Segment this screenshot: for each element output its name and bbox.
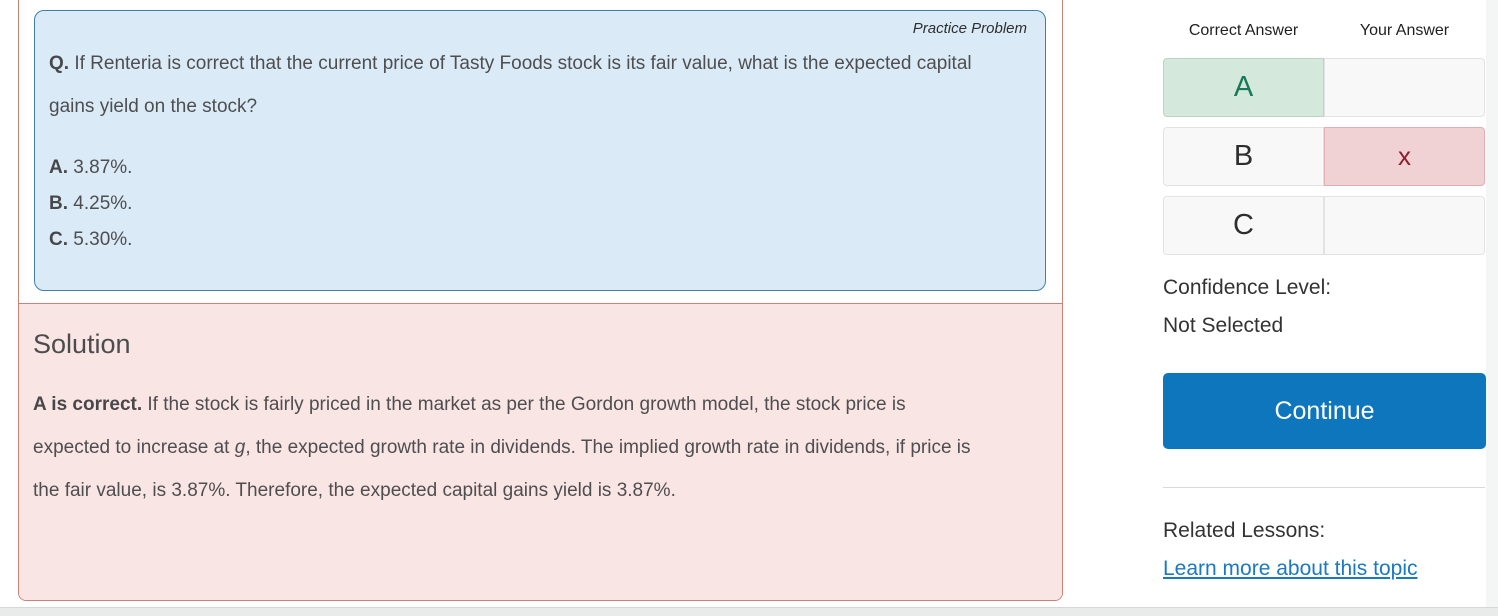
your-answer-cell-a (1324, 58, 1485, 117)
correct-answer-cell-b: B (1163, 127, 1324, 186)
section-divider (1163, 487, 1485, 488)
answer-review-panel: Correct Answer Your Answer A B x C Confi… (1163, 20, 1486, 583)
correct-answer-cell-c: C (1163, 196, 1324, 255)
page-bottom-bar (0, 607, 1498, 616)
answer-grid: A B x C (1163, 58, 1485, 255)
option-b-text: 4.25%. (68, 193, 133, 214)
continue-button[interactable]: Continue (1163, 373, 1486, 449)
solution-body-1: If the stock is fairly priced in the mar… (33, 394, 906, 458)
confidence-level-value: Not Selected (1163, 314, 1284, 337)
confidence-level-label: Confidence Level: (1163, 276, 1332, 299)
option-a-letter: A. (49, 157, 68, 178)
answer-row-b: B x (1163, 127, 1485, 186)
solution-lead: A is correct. (33, 394, 143, 415)
correct-answer-cell-a: A (1163, 58, 1324, 117)
your-answer-cell-b: x (1324, 127, 1485, 186)
question-body: If Renteria is correct that the current … (49, 53, 972, 117)
option-c: C. 5.30%. (49, 222, 1027, 258)
related-lessons-label: Related Lessons: (1163, 519, 1326, 542)
question-card: Practice Problem Q. If Renteria is corre… (34, 10, 1046, 291)
solution-text: A is correct. If the stock is fairly pri… (33, 383, 1042, 512)
page-right-gutter (1486, 0, 1498, 616)
question-text: Q. If Renteria is correct that the curre… (49, 42, 1027, 128)
your-answer-cell-c (1324, 196, 1485, 255)
option-b-letter: B. (49, 193, 68, 214)
option-c-letter: C. (49, 229, 68, 250)
solution-body-2: , the expected growth rate in dividends.… (33, 437, 971, 501)
learn-more-link[interactable]: Learn more about this topic (1163, 557, 1418, 580)
practice-problem-badge: Practice Problem (912, 20, 1027, 37)
option-b: B. 4.25%. (49, 186, 1027, 222)
your-answer-header: Your Answer (1359, 22, 1450, 39)
answer-options: A. 3.87%. B. 4.25%. C. 5.30%. (49, 150, 1027, 258)
option-a: A. 3.87%. (49, 150, 1027, 186)
answer-row-c: C (1163, 196, 1485, 255)
question-prefix: Q. (49, 53, 70, 74)
solution-heading: Solution (33, 329, 131, 359)
correct-answer-header: Correct Answer (1188, 22, 1299, 39)
growth-rate-symbol: g (234, 437, 246, 458)
answer-grid-headers: Correct Answer Your Answer (1163, 20, 1485, 42)
problem-panel: Practice Problem Q. If Renteria is corre… (18, 0, 1063, 601)
option-c-text: 5.30%. (68, 229, 133, 250)
option-a-text: 3.87%. (68, 157, 133, 178)
answer-row-a: A (1163, 58, 1485, 117)
solution-section: Solution A is correct. If the stock is f… (19, 303, 1062, 600)
